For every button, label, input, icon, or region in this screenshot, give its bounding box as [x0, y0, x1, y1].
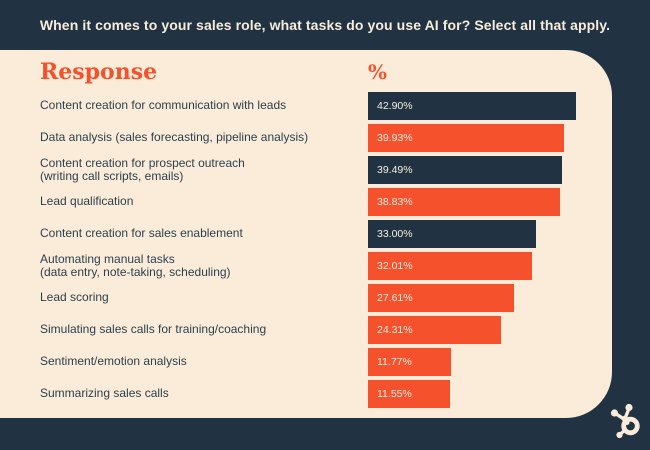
bar-value-label: 32.01% — [377, 260, 413, 272]
bar: 24.31% — [368, 316, 501, 344]
bar-value-label: 11.77% — [377, 356, 412, 368]
chart-header-row: Response % — [40, 54, 612, 90]
bar-cell: 11.55% — [368, 378, 612, 410]
table-row: Content creation for prospect outreach (… — [40, 154, 612, 186]
row-label: Content creation for prospect outreach (… — [40, 155, 245, 183]
chart-rows: Content creation for communication with … — [40, 90, 612, 410]
bar-value-label: 27.61% — [377, 292, 413, 304]
table-row: Sentiment/emotion analysis 11.77% — [40, 346, 612, 378]
row-label: Data analysis (sales forecasting, pipeli… — [40, 130, 309, 145]
table-row: Simulating sales calls for training/coac… — [40, 314, 612, 346]
bar-cell: 32.01% — [368, 250, 612, 282]
bar-cell: 24.31% — [368, 314, 612, 346]
bar-cell: 39.49% — [368, 154, 612, 186]
bar: 32.01% — [368, 252, 532, 280]
bar: 11.77% — [368, 348, 451, 376]
bar: 39.49% — [368, 156, 562, 184]
row-label: Summarizing sales calls — [40, 386, 169, 401]
row-label: Content creation for sales enablement — [40, 226, 243, 241]
bar-cell: 38.83% — [368, 186, 612, 218]
table-row: Lead scoring 27.61% — [40, 282, 612, 314]
response-column-header: Response — [40, 59, 158, 85]
bar-cell: 39.93% — [368, 122, 612, 154]
page-title: When it comes to your sales role, what t… — [39, 17, 611, 33]
bar-value-label: 39.49% — [377, 164, 413, 176]
bar: 38.83% — [368, 188, 560, 216]
table-row: Summarizing sales calls 11.55% — [40, 378, 612, 410]
bar-cell: 33.00% — [368, 218, 612, 250]
table-row: Automating manual tasks (data entry, not… — [40, 250, 612, 282]
bar: 39.93% — [368, 124, 564, 152]
bar-cell: 11.77% — [368, 346, 612, 378]
bar-value-label: 11.55% — [377, 388, 412, 400]
row-label: Automating manual tasks (data entry, not… — [40, 251, 231, 279]
table-row: Content creation for sales enablement 33… — [40, 218, 612, 250]
bar: 33.00% — [368, 220, 536, 248]
bar: 27.61% — [368, 284, 514, 312]
bar-value-label: 39.93% — [377, 132, 413, 144]
row-label: Sentiment/emotion analysis — [40, 354, 187, 369]
chart-panel: Response % Content creation for communic… — [0, 50, 612, 418]
bar: 42.90% — [368, 92, 576, 120]
bar-value-label: 42.90% — [377, 100, 413, 112]
bar-cell: 42.90% — [368, 90, 612, 122]
table-row: Content creation for communication with … — [40, 90, 612, 122]
bar-value-label: 38.83% — [377, 196, 413, 208]
row-label: Lead scoring — [40, 290, 109, 305]
table-row: Lead qualification 38.83% — [40, 186, 612, 218]
bar-cell: 27.61% — [368, 282, 612, 314]
bar-value-label: 24.31% — [377, 324, 413, 336]
bar-value-label: 33.00% — [377, 228, 413, 240]
bar: 11.55% — [368, 380, 450, 408]
percent-column-header: % — [368, 60, 388, 84]
row-label: Simulating sales calls for training/coac… — [40, 322, 267, 337]
row-label: Content creation for communication with … — [40, 98, 287, 113]
row-label: Lead qualification — [40, 194, 134, 209]
hubspot-sprocket-icon — [610, 403, 640, 439]
table-row: Data analysis (sales forecasting, pipeli… — [40, 122, 612, 154]
